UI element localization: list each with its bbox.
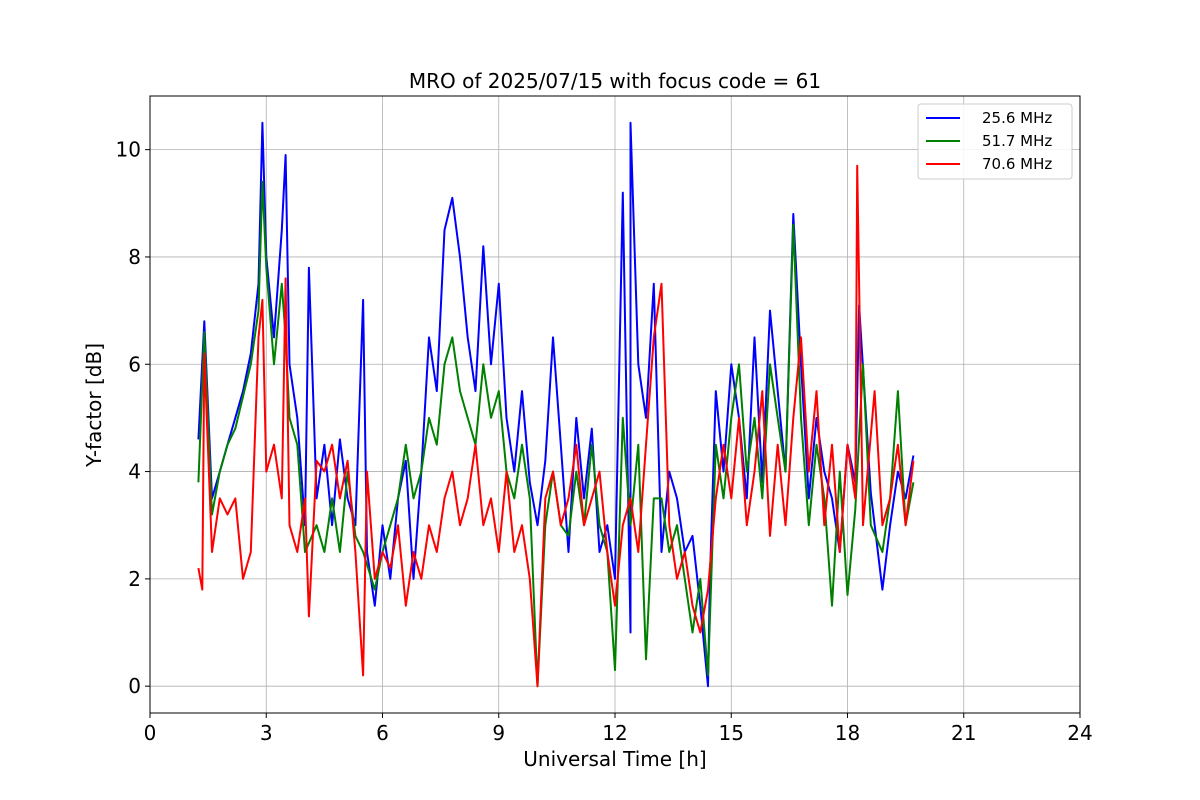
- x-axis-label: Universal Time [h]: [523, 747, 706, 771]
- series-line-70-6-mhz: [197, 164, 915, 688]
- x-tick-label: 24: [1067, 721, 1092, 745]
- x-tick-label: 9: [492, 721, 505, 745]
- x-tick-label: 0: [144, 721, 157, 745]
- x-tick-label: 21: [951, 721, 976, 745]
- y-tick-label: 2: [128, 567, 141, 591]
- x-tick-label: 6: [376, 721, 389, 745]
- y-tick-label: 10: [116, 138, 141, 162]
- x-tick-label: 15: [719, 721, 744, 745]
- legend-label-25-6: 25.6 MHz: [982, 109, 1052, 127]
- series-layer: [197, 121, 915, 688]
- y-tick-label: 8: [128, 245, 141, 269]
- x-tick-label: 12: [602, 721, 627, 745]
- y-tick-label: 0: [128, 674, 141, 698]
- x-tick-label: 18: [835, 721, 860, 745]
- chart-title: MRO of 2025/07/15 with focus code = 61: [409, 69, 821, 93]
- series-line-51-7-mhz: [197, 180, 915, 688]
- x-tick-label: 3: [260, 721, 273, 745]
- legend: 25.6 MHz 51.7 MHz 70.6 MHz: [917, 103, 1073, 180]
- y-tick-label: 4: [128, 460, 141, 484]
- y-tick-label: 6: [128, 352, 141, 376]
- legend-label-51-7: 51.7 MHz: [982, 132, 1052, 150]
- y-axis-ticks: 0 2 4 6 8 10: [116, 138, 150, 698]
- legend-label-70-6: 70.6 MHz: [982, 155, 1052, 173]
- legend-box: [917, 103, 1073, 180]
- y-axis-label: Y-factor [dB]: [82, 343, 106, 468]
- x-axis-ticks: 0 3 6 9 12 15 18 21 24: [144, 713, 1093, 745]
